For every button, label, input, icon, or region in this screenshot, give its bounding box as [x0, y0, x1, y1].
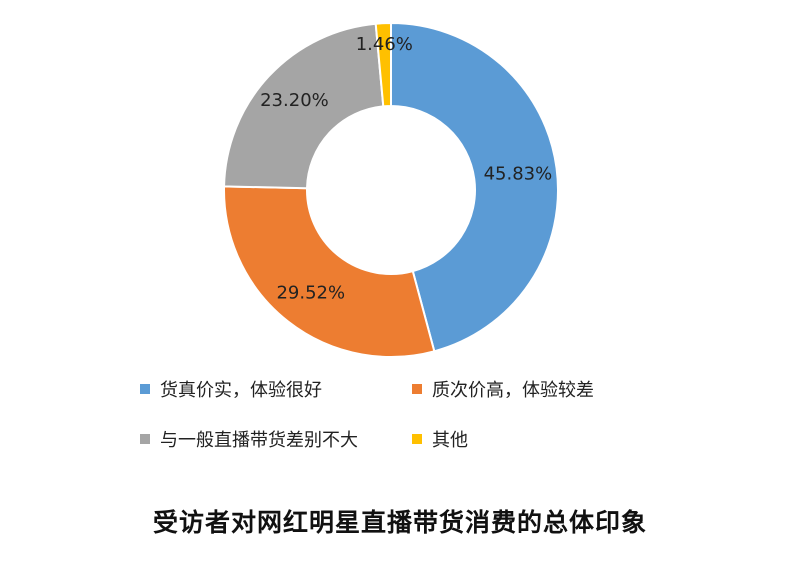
legend-item-3: 与一般直播带货差别不大 — [140, 426, 358, 452]
slice-value-label-1: 45.83% — [484, 163, 553, 184]
legend-swatch-1 — [140, 384, 150, 394]
slice-value-label-4: 1.46% — [356, 34, 413, 55]
legend-swatch-3 — [140, 434, 150, 444]
slice-value-label-3: 23.20% — [260, 90, 329, 111]
donut-slice-2 — [223, 185, 436, 358]
chart-title: 受访者对网红明星直播带货消费的总体印象 — [152, 508, 647, 537]
legend-label-4: 其他 — [432, 430, 468, 451]
donut-slice-1 — [390, 21, 559, 353]
legend-label-3: 与一般直播带货差别不大 — [160, 430, 358, 451]
slice-value-label-2: 29.52% — [276, 282, 345, 303]
donut-slice-4 — [374, 21, 392, 108]
legend-swatch-4 — [412, 434, 422, 444]
legend-label-1: 货真价实，体验很好 — [160, 380, 322, 401]
legend-item-1: 货真价实，体验很好 — [140, 376, 322, 402]
legend-item-4: 其他 — [412, 426, 468, 452]
slice-labels: 45.83% 29.52% 23.20% 1.46% — [260, 34, 552, 303]
donut-slice-3 — [223, 22, 385, 190]
legend-swatch-2 — [412, 384, 422, 394]
donut-slices — [223, 21, 559, 358]
legend-item-2: 质次价高，体验较差 — [412, 376, 594, 402]
legend-label-2: 质次价高，体验较差 — [432, 380, 594, 401]
